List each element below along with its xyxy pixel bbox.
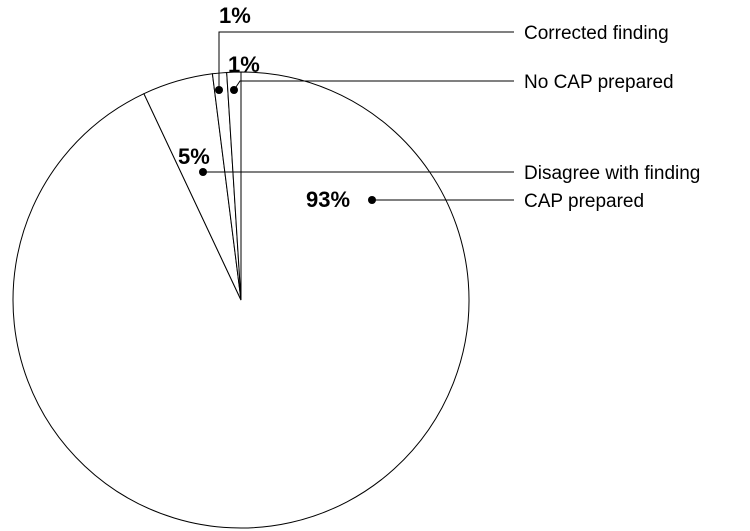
- marker-dot-no-cap-prepared: [230, 86, 238, 94]
- data-label-disagree-with-finding: 5%: [178, 144, 210, 169]
- marker-dot-corrected-finding: [215, 86, 223, 94]
- data-label-no-cap-prepared: 1%: [228, 52, 260, 77]
- marker-dot-disagree-with-finding: [199, 168, 207, 176]
- labels-layer: 93% CAP prepared 5% Disagree with finding 1%…: [178, 3, 700, 212]
- legend-label-no-cap-prepared: No CAP prepared: [524, 72, 674, 93]
- slices-layer: [12, 71, 470, 529]
- data-label-cap-prepared: 93%: [306, 187, 350, 212]
- data-label-corrected-finding: 1%: [219, 3, 251, 28]
- legend-label-cap-prepared: CAP prepared: [524, 191, 644, 212]
- pie-slice-no-cap-prepared: [226, 71, 242, 301]
- legend-label-disagree-with-finding: Disagree with finding: [524, 163, 700, 184]
- legend-label-corrected-finding: Corrected finding: [524, 23, 669, 44]
- marker-dot-cap-prepared: [368, 196, 376, 204]
- leader-line-corrected-finding: [218, 31, 514, 90]
- leaders-layer: [199, 31, 514, 204]
